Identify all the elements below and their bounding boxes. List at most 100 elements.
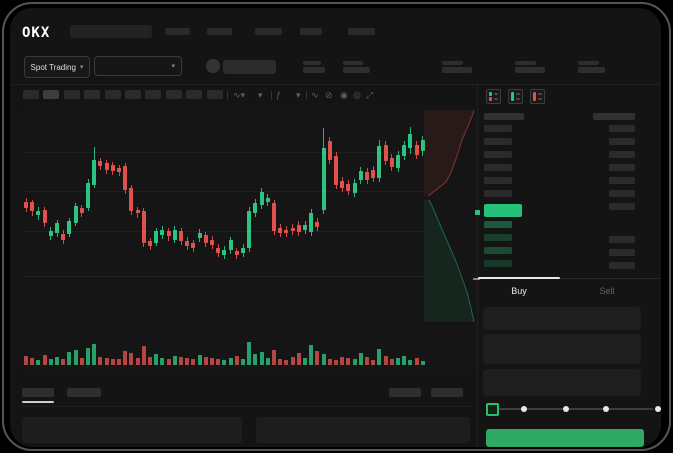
orderbook-column-header bbox=[593, 113, 635, 120]
nav-item-5[interactable] bbox=[348, 28, 375, 35]
ask-row-price[interactable] bbox=[484, 190, 512, 197]
volume-bar bbox=[110, 359, 115, 365]
snapshot-icon[interactable]: ◉ bbox=[340, 90, 348, 100]
stat-value-placeholder bbox=[515, 67, 545, 73]
slider-stop-dot[interactable] bbox=[521, 406, 527, 412]
volume-bar bbox=[334, 360, 338, 365]
buy-submit-button[interactable] bbox=[486, 429, 644, 447]
orderbook-asks-icon[interactable] bbox=[530, 89, 545, 104]
slider-stop-dot[interactable] bbox=[655, 406, 661, 412]
icon-line bbox=[494, 98, 498, 100]
bid-row-price[interactable] bbox=[484, 221, 512, 228]
slider-stop-dot[interactable] bbox=[603, 406, 609, 412]
interval-chevron-icon[interactable]: ▾ bbox=[258, 90, 263, 100]
candle-body bbox=[61, 234, 66, 240]
draw-tool-icon[interactable]: ⊘ bbox=[325, 90, 333, 100]
toolbar-pill-2[interactable] bbox=[43, 90, 60, 99]
bid-row-price[interactable] bbox=[484, 234, 512, 241]
indicators-icon[interactable]: ƒ bbox=[276, 90, 282, 100]
market-type-dropdown[interactable]: Spot Trading ▾ bbox=[24, 56, 90, 78]
ask-row-price[interactable] bbox=[484, 125, 512, 132]
toolbar-pill-7[interactable] bbox=[145, 90, 162, 99]
toolbar-separator bbox=[271, 91, 272, 100]
nav-item-4[interactable] bbox=[300, 28, 322, 35]
stat-value-placeholder bbox=[578, 67, 605, 73]
volume-bar bbox=[160, 358, 165, 365]
ask-row-amount bbox=[609, 138, 635, 145]
toolbar-pill-8[interactable] bbox=[165, 90, 182, 99]
volume-bar bbox=[148, 357, 152, 365]
bid-row-price[interactable] bbox=[484, 247, 512, 254]
ask-row-amount bbox=[609, 125, 635, 132]
toolbar-pill-9[interactable] bbox=[186, 90, 203, 99]
toolbar-pill-5[interactable] bbox=[104, 90, 121, 99]
order-input-2[interactable] bbox=[483, 334, 641, 364]
bid-row-price[interactable] bbox=[484, 260, 512, 267]
candle-body bbox=[365, 172, 369, 180]
pair-name-placeholder bbox=[223, 60, 276, 74]
volume-bar bbox=[61, 359, 66, 365]
nav-item-3[interactable] bbox=[255, 28, 282, 35]
slider-stop-dot[interactable] bbox=[563, 406, 569, 412]
indicators-chevron-icon[interactable]: ▾ bbox=[296, 90, 301, 100]
icon-ask-dot bbox=[489, 97, 492, 101]
slider-track[interactable] bbox=[489, 408, 653, 410]
bottom-tab-1[interactable] bbox=[22, 388, 54, 397]
volume-bar bbox=[241, 359, 245, 365]
candle-body bbox=[129, 188, 134, 211]
volume-bar bbox=[303, 358, 307, 365]
volume-bar bbox=[296, 353, 301, 365]
pair-token-icon bbox=[206, 59, 220, 73]
toolbar-pill-1[interactable] bbox=[23, 90, 39, 99]
volume-bar bbox=[309, 345, 314, 365]
bottom-tab-2[interactable] bbox=[67, 388, 101, 397]
candle-body bbox=[259, 192, 264, 205]
candle-body bbox=[110, 165, 115, 171]
candle-type-icon[interactable]: ∿▾ bbox=[233, 90, 246, 100]
slider-handle[interactable] bbox=[486, 403, 499, 416]
volume-bar bbox=[185, 358, 190, 365]
candle-body bbox=[48, 231, 53, 236]
candle-body bbox=[327, 141, 332, 160]
toolbar-pill-10[interactable] bbox=[206, 90, 223, 99]
orderbook-both-icon[interactable] bbox=[486, 89, 501, 104]
bottom-action-2[interactable] bbox=[431, 388, 463, 397]
toolbar-pill-6[interactable] bbox=[125, 90, 141, 99]
candle-body bbox=[79, 208, 84, 213]
volume-bar bbox=[247, 342, 252, 365]
volume-bar bbox=[210, 358, 214, 365]
toolbar-pill-4[interactable] bbox=[84, 90, 101, 99]
fullscreen-icon[interactable]: ⤢ bbox=[366, 90, 374, 100]
icon-line bbox=[494, 93, 498, 95]
candle-body bbox=[123, 166, 128, 190]
ask-row-price[interactable] bbox=[484, 138, 512, 145]
stat-label-placeholder bbox=[343, 61, 363, 65]
order-input-1[interactable] bbox=[483, 307, 641, 330]
stat-label-placeholder bbox=[515, 61, 536, 65]
pair-select-dropdown[interactable]: ▾ bbox=[94, 56, 182, 76]
ask-row-price[interactable] bbox=[484, 151, 512, 158]
volume-bar bbox=[265, 358, 270, 365]
volume-bar bbox=[414, 358, 419, 365]
order-input-3[interactable] bbox=[483, 369, 641, 396]
ask-row-price[interactable] bbox=[484, 164, 512, 171]
search-bar[interactable] bbox=[70, 25, 152, 38]
tab-buy[interactable]: Buy bbox=[511, 286, 527, 296]
bottom-tab-underline bbox=[22, 401, 54, 403]
toolbar-pill-3[interactable] bbox=[63, 90, 80, 99]
bottom-action-1[interactable] bbox=[389, 388, 421, 397]
candle-body bbox=[402, 145, 407, 156]
line-tool-icon[interactable]: ∿ bbox=[311, 90, 319, 100]
orderbook-bids-icon[interactable] bbox=[508, 89, 523, 104]
ask-row-price[interactable] bbox=[484, 177, 512, 184]
volume-bar bbox=[315, 351, 320, 365]
stat-label-placeholder bbox=[303, 61, 321, 65]
nav-item-1[interactable] bbox=[165, 28, 190, 35]
candle-body bbox=[296, 225, 301, 232]
mid-price-badge bbox=[484, 204, 522, 217]
chart-canvas[interactable] bbox=[22, 108, 480, 370]
settings-icon[interactable]: ◎ bbox=[353, 90, 361, 100]
nav-item-2[interactable] bbox=[207, 28, 232, 35]
tab-sell[interactable]: Sell bbox=[599, 286, 615, 296]
